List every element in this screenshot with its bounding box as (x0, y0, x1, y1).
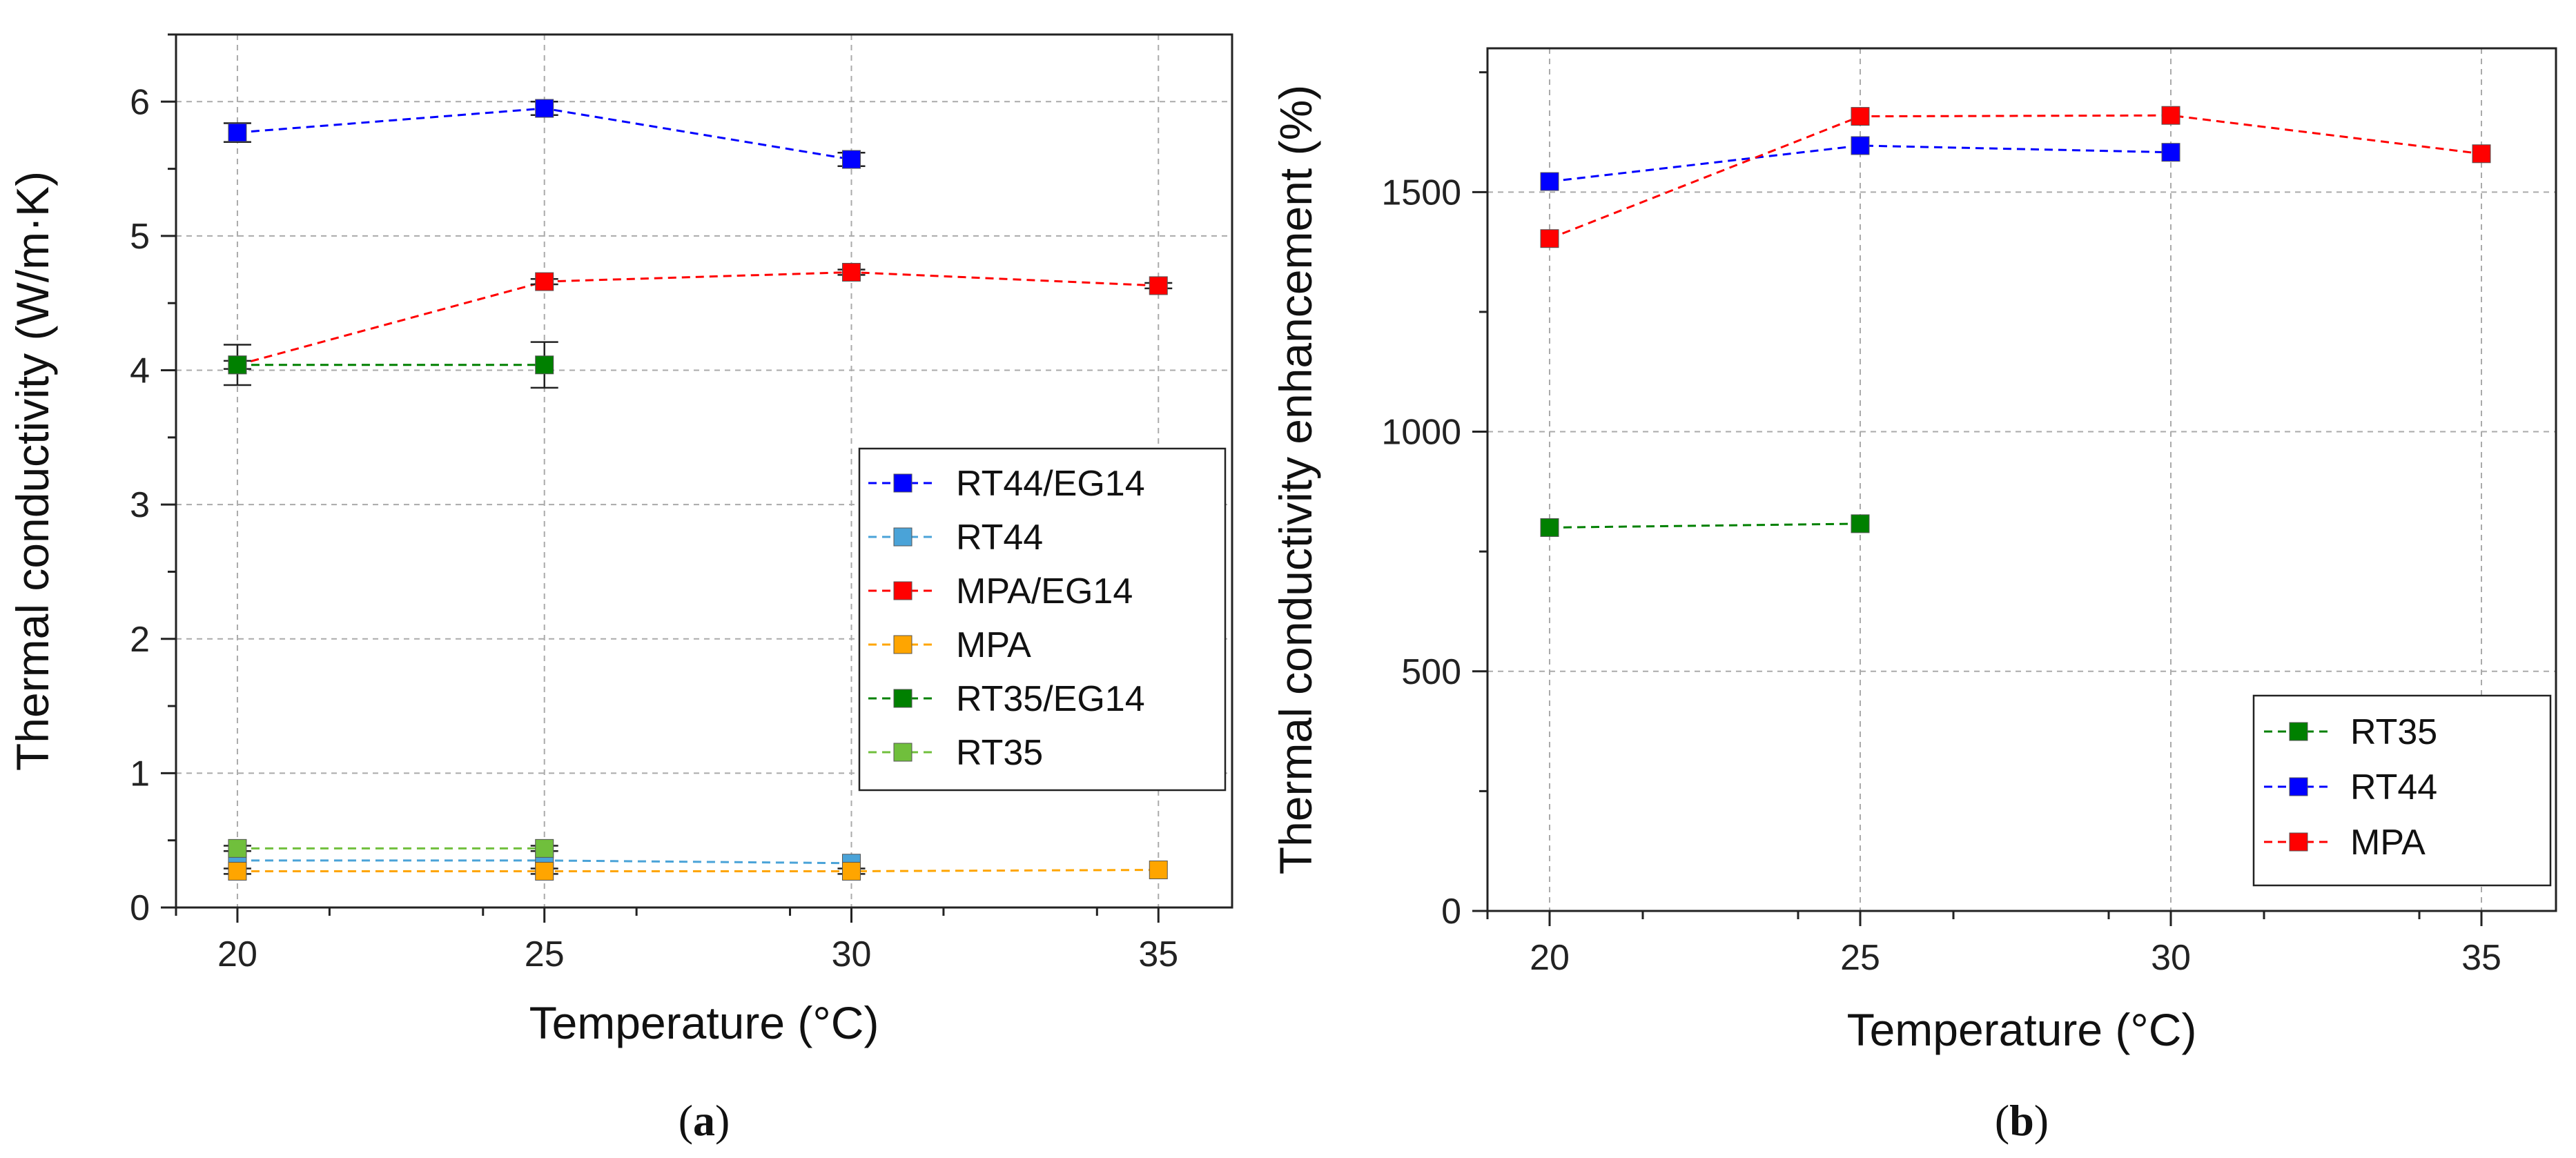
y-tick-label: 1000 (1381, 413, 1461, 453)
series-mpa (1540, 106, 2491, 248)
data-point (228, 861, 247, 881)
y-tick-label: 6 (130, 82, 150, 122)
data-point (841, 262, 861, 282)
x-axis-title: Temperature (°C) (529, 997, 879, 1048)
x-tick-label: 20 (1530, 938, 1570, 978)
legend-item: RT35/EG14 (868, 679, 1145, 719)
series-line (1549, 522, 1861, 529)
y-tick-label: 500 (1401, 652, 1461, 692)
data-point (535, 355, 554, 375)
y-tick-label: 0 (130, 888, 150, 928)
legend-label: MPA (956, 625, 1031, 665)
legend-item: RT44 (2264, 767, 2437, 807)
data-point (1540, 172, 1559, 191)
y-tick-label: 0 (1441, 892, 1461, 932)
data-point (228, 355, 247, 375)
data-point (535, 272, 554, 291)
x-tick-label: 25 (525, 934, 565, 974)
legend-item: RT44 (868, 518, 1043, 558)
legend-label: RT35/EG14 (956, 679, 1145, 719)
x-tick-label: 20 (217, 934, 257, 974)
legend-marker (2289, 722, 2308, 741)
legend-label: MPA (2350, 823, 2426, 863)
legend-item: MPA (868, 625, 1031, 665)
x-axis-title: Temperature (°C) (1847, 1004, 2197, 1055)
legend-label: RT44 (2350, 767, 2437, 807)
data-point (2472, 144, 2491, 164)
legend-box (858, 447, 1227, 792)
data-point (1851, 107, 1870, 126)
legend-marker (2289, 777, 2308, 796)
series-mpa (223, 861, 1168, 881)
x-tick-label: 30 (832, 934, 872, 974)
chart-panel-b: 20 25 30 35 0 500 1000 1500 Temperature (°C) Ther… (1270, 47, 2557, 1145)
data-point (1851, 136, 1870, 155)
x-tick-label: 35 (2461, 938, 2501, 978)
series-rt35-eg14 (223, 341, 558, 389)
data-point (535, 99, 554, 118)
legend-marker (2289, 832, 2308, 852)
legend-marker (893, 473, 913, 493)
plot-frame (1486, 47, 2557, 912)
data-point (1149, 276, 1168, 295)
series-line (237, 271, 1159, 366)
panel-label: (b) (1995, 1096, 2049, 1145)
legend-label: RT44/EG14 (956, 464, 1145, 504)
legend-label: RT35 (956, 733, 1043, 773)
y-tick-label: 1500 (1381, 173, 1461, 213)
y-tick-label: 4 (130, 351, 150, 391)
y-tick-label: 1 (130, 754, 150, 794)
y-tick-label: 3 (130, 485, 150, 525)
series-rt44-eg14 (223, 99, 866, 169)
panel-label: (a) (679, 1096, 730, 1145)
legend-item: RT44/EG14 (868, 464, 1145, 504)
legend-marker (893, 635, 913, 654)
x-tick-label: 35 (1138, 934, 1178, 974)
legend-label: RT44 (956, 518, 1043, 558)
legend-marker (893, 689, 913, 708)
legend-item: RT35 (2264, 712, 2437, 752)
chart-panel-a: 20 25 30 35 0 1 2 3 4 5 6 Temperature (°C) Thermal c… (7, 33, 1233, 1145)
data-point (535, 861, 554, 881)
y-tick-label: 5 (130, 217, 150, 257)
plot-frame (175, 33, 1233, 909)
series-line (1549, 144, 2172, 183)
legend-marker (893, 527, 913, 547)
legend-marker (893, 581, 913, 600)
y-tick-label: 2 (130, 620, 150, 660)
legend-label: RT35 (2350, 712, 2437, 752)
data-point (535, 838, 554, 858)
data-point (841, 861, 861, 881)
series-line (237, 869, 1159, 872)
data-point (841, 150, 861, 169)
series-rt44 (1540, 136, 2180, 191)
data-point (1540, 518, 1559, 537)
legend-label: MPA/EG14 (956, 571, 1133, 611)
series-rt35 (1540, 514, 1870, 537)
x-tick-label: 30 (2151, 938, 2191, 978)
series-mpa-eg14 (223, 262, 1173, 386)
legend-item: MPA (2264, 823, 2426, 863)
legend-item: RT35 (868, 733, 1043, 773)
data-point (228, 123, 247, 142)
legend: RT35 RT44 MPA (2252, 694, 2552, 887)
data-point (2161, 106, 2180, 125)
data-point (1851, 514, 1870, 533)
legend-item: MPA/EG14 (868, 571, 1133, 611)
x-tick-label: 25 (1840, 938, 1880, 978)
data-point (2161, 143, 2180, 162)
legend: RT44/EG14 RT44 MPA/EG14 MPA RT35/EG14 RT35 (858, 447, 1227, 792)
series-rt35 (223, 838, 558, 858)
y-axis-title: Thermal conductivity (W/m·K) (7, 171, 58, 771)
legend-marker (893, 743, 913, 762)
data-point (1540, 229, 1559, 248)
y-axis-title: Thermal conductivity enhancement (%) (1270, 85, 1321, 875)
series-line (1549, 114, 2482, 240)
data-point (1149, 861, 1168, 880)
data-point (228, 838, 247, 858)
